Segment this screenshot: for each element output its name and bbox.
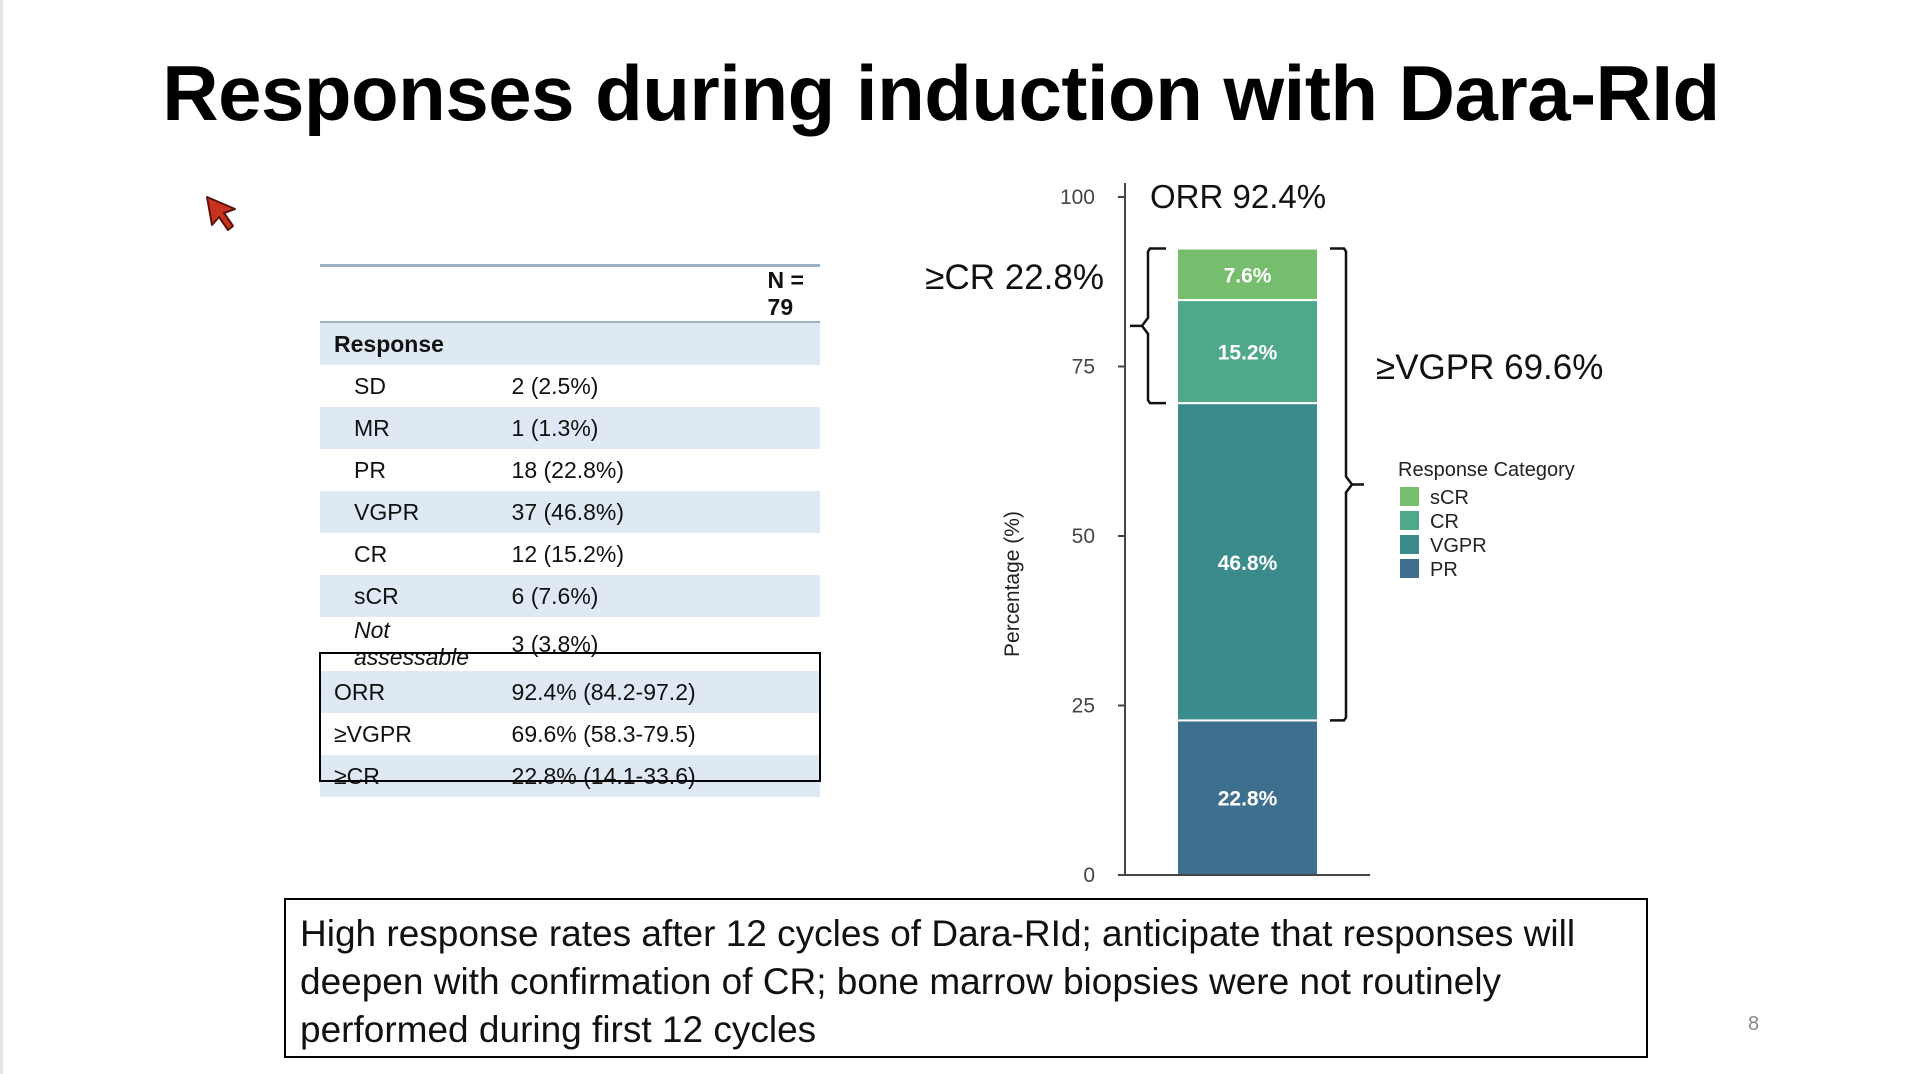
- table-section-row: Response: [320, 322, 820, 365]
- summary-label: ORR: [320, 671, 496, 713]
- summary-label: ≥VGPR: [334, 720, 412, 747]
- row-label: Not assessable: [354, 617, 470, 670]
- table-header-empty: [320, 264, 496, 323]
- legend-swatch-vgpr: [1400, 535, 1419, 554]
- legend-title: Response Category: [1398, 459, 1575, 481]
- y-axis-label: Percentage (%): [1001, 511, 1024, 657]
- legend-swatch-cr: [1400, 511, 1419, 530]
- stacked-bar-chart: 22.8% 46.8% 15.2% 7.6% 0 25 50 75 100 Percentag…: [925, 178, 1603, 887]
- mouse-cursor-icon: [206, 196, 236, 231]
- bar-segment-label: 15.2%: [1218, 342, 1278, 365]
- table-row: sCR 6 (7.6%): [320, 575, 820, 617]
- y-axis: 0 25 50 75 100: [1060, 183, 1370, 887]
- table-section-empty: [495, 322, 820, 365]
- bar-segment-scr: [1176, 247, 1319, 302]
- row-value: 18 (22.8%): [511, 456, 625, 483]
- table-section-label: Response: [320, 322, 496, 365]
- y-tick-label: 0: [1083, 864, 1095, 887]
- table-row: SD 2 (2.5%): [320, 365, 820, 407]
- key-message-box: High response rates after 12 cycles of D…: [284, 898, 1648, 1058]
- table-header-n: N = 79: [495, 264, 820, 323]
- row-value: 2 (2.5%): [511, 372, 599, 399]
- table-row: CR 12 (15.2%): [320, 533, 820, 575]
- bar-segment-pr: [1176, 719, 1319, 877]
- legend-label: sCR: [1430, 487, 1469, 509]
- row-value: 1 (1.3%): [495, 407, 820, 449]
- page-number: 8: [1748, 1013, 1760, 1035]
- summary-label: ≥CR: [320, 755, 496, 797]
- bar-segment-cr: [1176, 299, 1319, 405]
- legend-swatch-scr: [1400, 487, 1419, 506]
- row-value: 12 (15.2%): [511, 540, 625, 567]
- legend-label: CR: [1430, 511, 1459, 533]
- row-label: PR: [354, 456, 386, 483]
- summary-value: 92.4% (84.2-97.2): [495, 671, 820, 713]
- legend-swatch-pr: [1400, 559, 1419, 578]
- slide-left-edge: [0, 0, 3, 1074]
- vgpr-plus-annotation: ≥VGPR 69.6%: [1376, 348, 1603, 387]
- legend-label: VGPR: [1430, 535, 1487, 557]
- legend-label: PR: [1430, 559, 1458, 581]
- row-label: MR: [320, 407, 496, 449]
- row-label: SD: [354, 372, 386, 399]
- bar-segment-label: 46.8%: [1218, 552, 1278, 575]
- y-tick-label: 25: [1072, 695, 1095, 718]
- table-row: MR 1 (1.3%): [320, 407, 820, 449]
- bar-stack: 22.8% 46.8% 15.2% 7.6%: [1176, 247, 1319, 877]
- slide-title: Responses during induction with Dara-RId: [162, 49, 1720, 137]
- cr-plus-bracket: [1130, 247, 1166, 405]
- summary-value: 22.8% (14.1-33.6): [495, 755, 820, 797]
- table-header-row: N = 79: [320, 264, 820, 323]
- table-row: PR 18 (22.8%): [320, 449, 820, 491]
- summary-row: ORR 92.4% (84.2-97.2): [320, 671, 820, 713]
- vgpr-plus-bracket: [1330, 247, 1364, 722]
- row-value: 6 (7.6%): [495, 575, 820, 617]
- y-tick-label: 100: [1060, 186, 1095, 209]
- bar-segment-vgpr: [1176, 402, 1319, 722]
- annotation-brackets: [1130, 247, 1364, 722]
- summary-row: ≥VGPR 69.6% (58.3-79.5): [320, 713, 820, 755]
- cr-plus-annotation: ≥CR 22.8%: [925, 258, 1104, 297]
- bar-segment-label: 22.8%: [1218, 788, 1278, 811]
- row-value: 37 (46.8%): [495, 491, 820, 533]
- orr-annotation: ORR 92.4%: [1150, 178, 1326, 215]
- table-row: VGPR 37 (46.8%): [320, 491, 820, 533]
- y-tick-label: 75: [1072, 356, 1095, 379]
- row-label: sCR: [320, 575, 496, 617]
- response-table: N = 79 Response SD 2 (2.5%) MR 1 (1.3%) …: [320, 264, 820, 797]
- summary-value: 69.6% (58.3-79.5): [511, 720, 696, 747]
- y-tick-label: 50: [1072, 525, 1095, 548]
- row-label: VGPR: [320, 491, 496, 533]
- summary-row: ≥CR 22.8% (14.1-33.6): [320, 755, 820, 797]
- row-label: CR: [354, 540, 388, 567]
- bar-segment-label: 7.6%: [1224, 264, 1272, 287]
